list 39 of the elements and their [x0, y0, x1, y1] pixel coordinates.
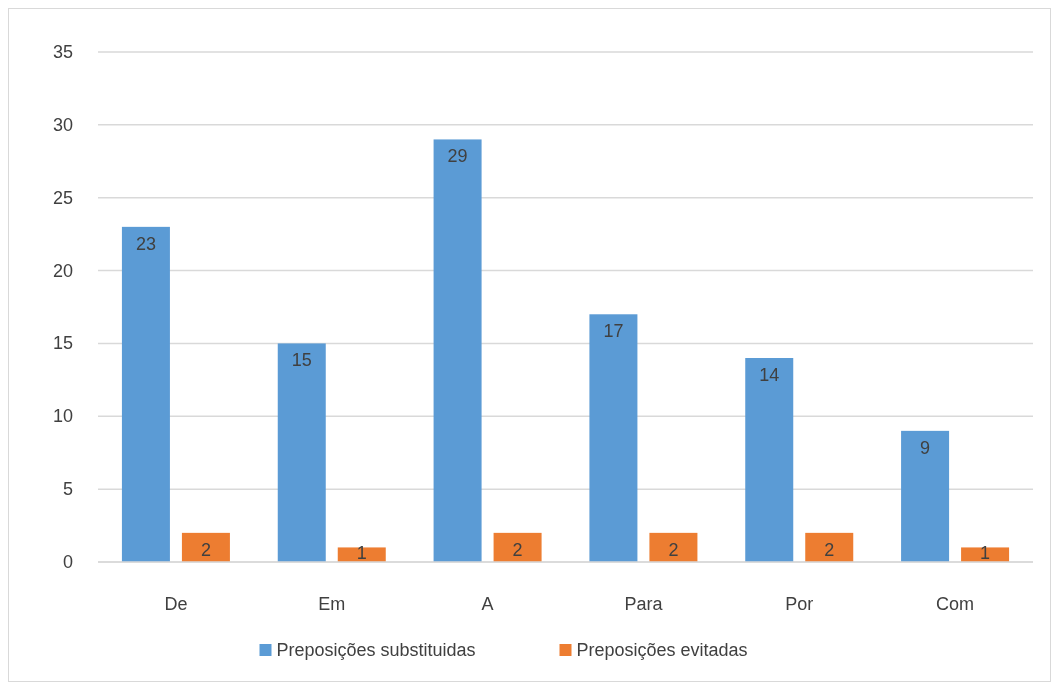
x-tick-label: Por — [785, 594, 814, 614]
y-tick-label: 5 — [62, 479, 73, 500]
data-label: 1 — [356, 543, 367, 563]
x-tick-label: Para — [624, 594, 664, 614]
x-tick-label: Em — [318, 594, 346, 614]
data-label: 2 — [824, 539, 835, 560]
y-tick-label: 0 — [62, 552, 73, 572]
data-label: 1 — [980, 543, 991, 563]
y-tick-label: 30 — [52, 114, 73, 135]
data-label: 2 — [512, 539, 523, 560]
data-label: 9 — [920, 437, 931, 458]
bar — [493, 532, 542, 562]
y-tick-label: 15 — [52, 333, 73, 354]
bar — [433, 139, 482, 562]
x-tick-label: De — [164, 594, 188, 614]
bar — [649, 532, 698, 562]
bar — [181, 532, 230, 562]
bar — [589, 314, 638, 562]
bar — [121, 226, 170, 562]
data-label: 15 — [291, 350, 312, 371]
data-label: 23 — [135, 233, 156, 254]
bar — [745, 358, 794, 562]
bar — [277, 343, 326, 562]
bar — [901, 430, 950, 562]
data-label: 17 — [603, 321, 624, 342]
data-label: 2 — [200, 539, 211, 560]
data-label: 29 — [447, 146, 468, 167]
data-label: 2 — [668, 539, 679, 560]
bar — [337, 547, 386, 562]
data-label: 14 — [759, 365, 780, 385]
legend-label: Preposições evitadas — [576, 640, 748, 660]
x-tick-label: Com — [936, 594, 975, 614]
y-tick-label: 10 — [52, 406, 73, 427]
bar — [805, 532, 854, 562]
y-tick-label: 20 — [52, 260, 73, 281]
x-tick-label: A — [481, 594, 494, 614]
y-tick-label: 25 — [52, 187, 73, 208]
y-tick-label: 35 — [52, 42, 73, 62]
legend-label: Preposições substituidas — [276, 640, 476, 660]
